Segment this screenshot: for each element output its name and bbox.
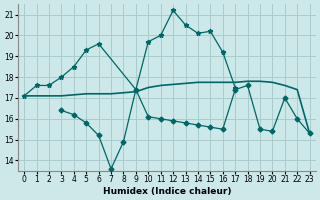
- X-axis label: Humidex (Indice chaleur): Humidex (Indice chaleur): [103, 187, 231, 196]
